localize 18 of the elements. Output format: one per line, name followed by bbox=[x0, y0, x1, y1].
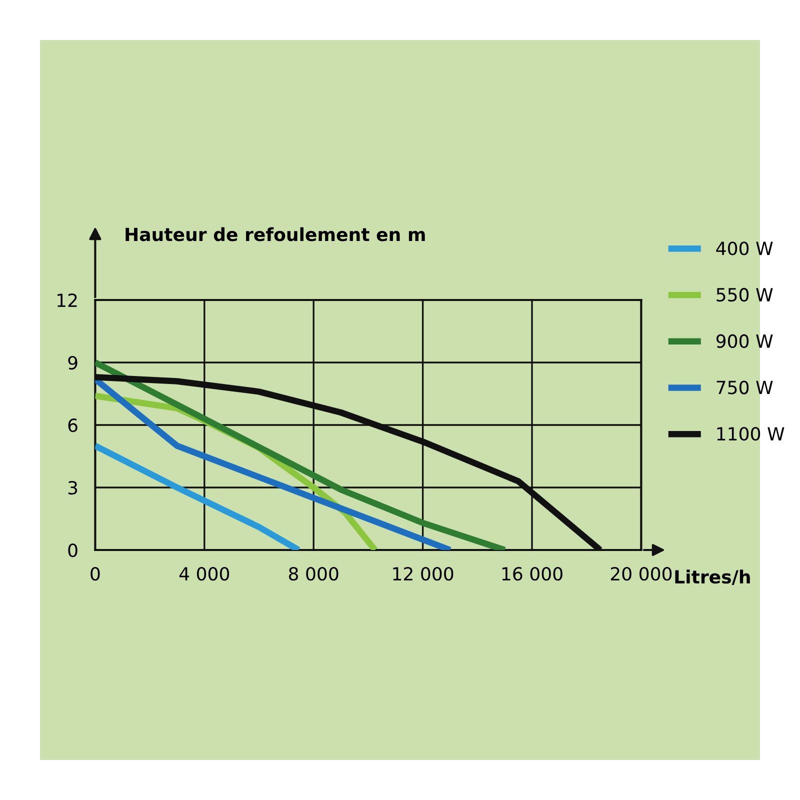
legend-label: 550 W bbox=[716, 288, 773, 302]
y-axis-title: Hauteur de refoulement en m bbox=[126, 227, 425, 242]
y-tick-label: 12 bbox=[58, 293, 77, 307]
x-axis-title: Litres/h bbox=[675, 570, 750, 586]
y-tick-label: 9 bbox=[68, 356, 78, 370]
x-tick-label: 16 000 bbox=[502, 566, 562, 581]
legend-label: 900 W bbox=[716, 334, 773, 348]
x-tick-label: 0 bbox=[90, 566, 100, 581]
legend-label: 1100 W bbox=[717, 427, 784, 441]
legend-label: 750 W bbox=[716, 380, 773, 394]
x-tick-label: 4 000 bbox=[179, 566, 230, 581]
x-tick-label: 8 000 bbox=[288, 566, 338, 581]
y-tick-label: 6 bbox=[68, 418, 78, 432]
y-tick-label: 3 bbox=[68, 480, 78, 495]
x-tick-label: 12 000 bbox=[393, 566, 454, 581]
legend-label: 400 W bbox=[716, 242, 773, 256]
y-tick-label: 0 bbox=[68, 543, 78, 558]
x-tick-label: 20 000 bbox=[610, 566, 672, 581]
